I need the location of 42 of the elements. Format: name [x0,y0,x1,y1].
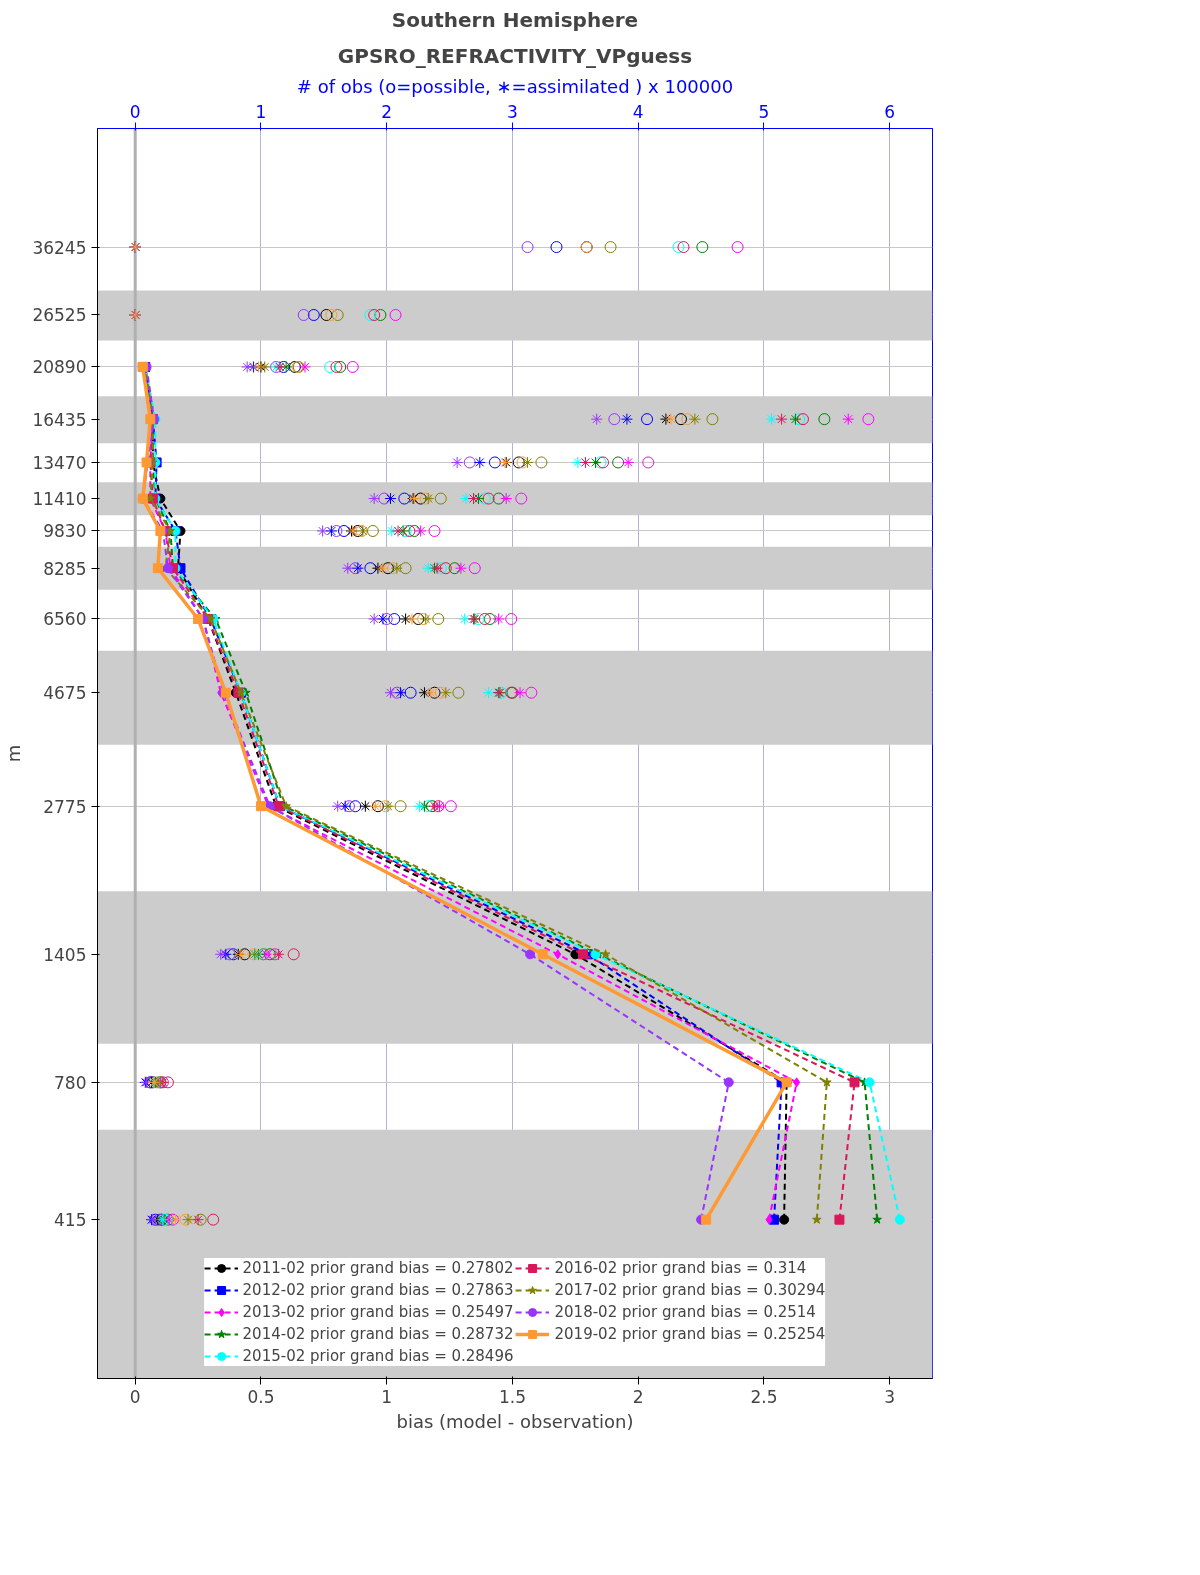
x2-tick-label: 2 [381,101,393,122]
chart-title: Southern Hemisphere [391,7,639,32]
x2-tick-label: 5 [758,101,770,122]
y-axis-title: m [3,744,25,763]
x-axis-title: bias (model - observation) [396,1410,634,1432]
x2-tick-label: 3 [507,101,518,122]
legend-label: 2017-02 prior grand bias = 0.30294 [554,1281,826,1299]
legend-label: 2014-02 prior grand bias = 0.28732 [242,1325,514,1343]
y-tick-label: 9830 [43,521,87,542]
x2-tick-label: 6 [884,101,896,122]
x-tick-label: 2 [632,1386,644,1407]
y-tick-label: 36245 [32,237,87,258]
x2-axis-title: # of obs (o=possible, ∗=assimilated ) x 100000 [296,75,734,97]
legend-label: 2012-02 prior grand bias = 0.27863 [242,1281,514,1299]
x-tick-label: 1.5 [498,1386,527,1407]
y-tick-label: 26525 [32,305,87,326]
y-tick-label: 8285 [43,558,87,579]
y-tick-label: 20890 [32,357,87,378]
y-tick-label: 780 [54,1072,87,1093]
y-tick-label: 13470 [32,452,87,473]
y-tick-label: 6560 [43,609,87,630]
legend-label: 2016-02 prior grand bias = 0.314 [554,1259,807,1277]
legend-label: 2018-02 prior grand bias = 0.2514 [554,1303,816,1321]
y-tick-label: 4675 [43,683,87,704]
legend-label: 2011-02 prior grand bias = 0.27802 [242,1259,514,1277]
y-tick-label: 1405 [43,944,87,965]
x2-tick-label: 0 [129,101,141,122]
x-tick-label: 3 [884,1386,896,1407]
x-tick-label: 0 [129,1386,141,1407]
x-tick-label: 0.5 [247,1386,275,1407]
legend-label: 2013-02 prior grand bias = 0.25497 [242,1303,514,1321]
legend-label: 2019-02 prior grand bias = 0.25254 [554,1325,826,1343]
x-tick-label: 2.5 [750,1386,778,1407]
y-tick-label: 11410 [32,489,87,510]
chart-subtitle: GPSRO_REFRACTIVITY_VPguess [337,43,693,68]
y-tick-label: 415 [54,1210,87,1231]
y-tick-label: 2775 [43,796,87,817]
x2-tick-label: 4 [632,101,644,122]
x2-tick-label: 1 [255,101,267,122]
y-tick-label: 16435 [32,409,87,430]
legend-label: 2015-02 prior grand bias = 0.28496 [242,1347,514,1365]
x-tick-label: 1 [381,1386,393,1407]
